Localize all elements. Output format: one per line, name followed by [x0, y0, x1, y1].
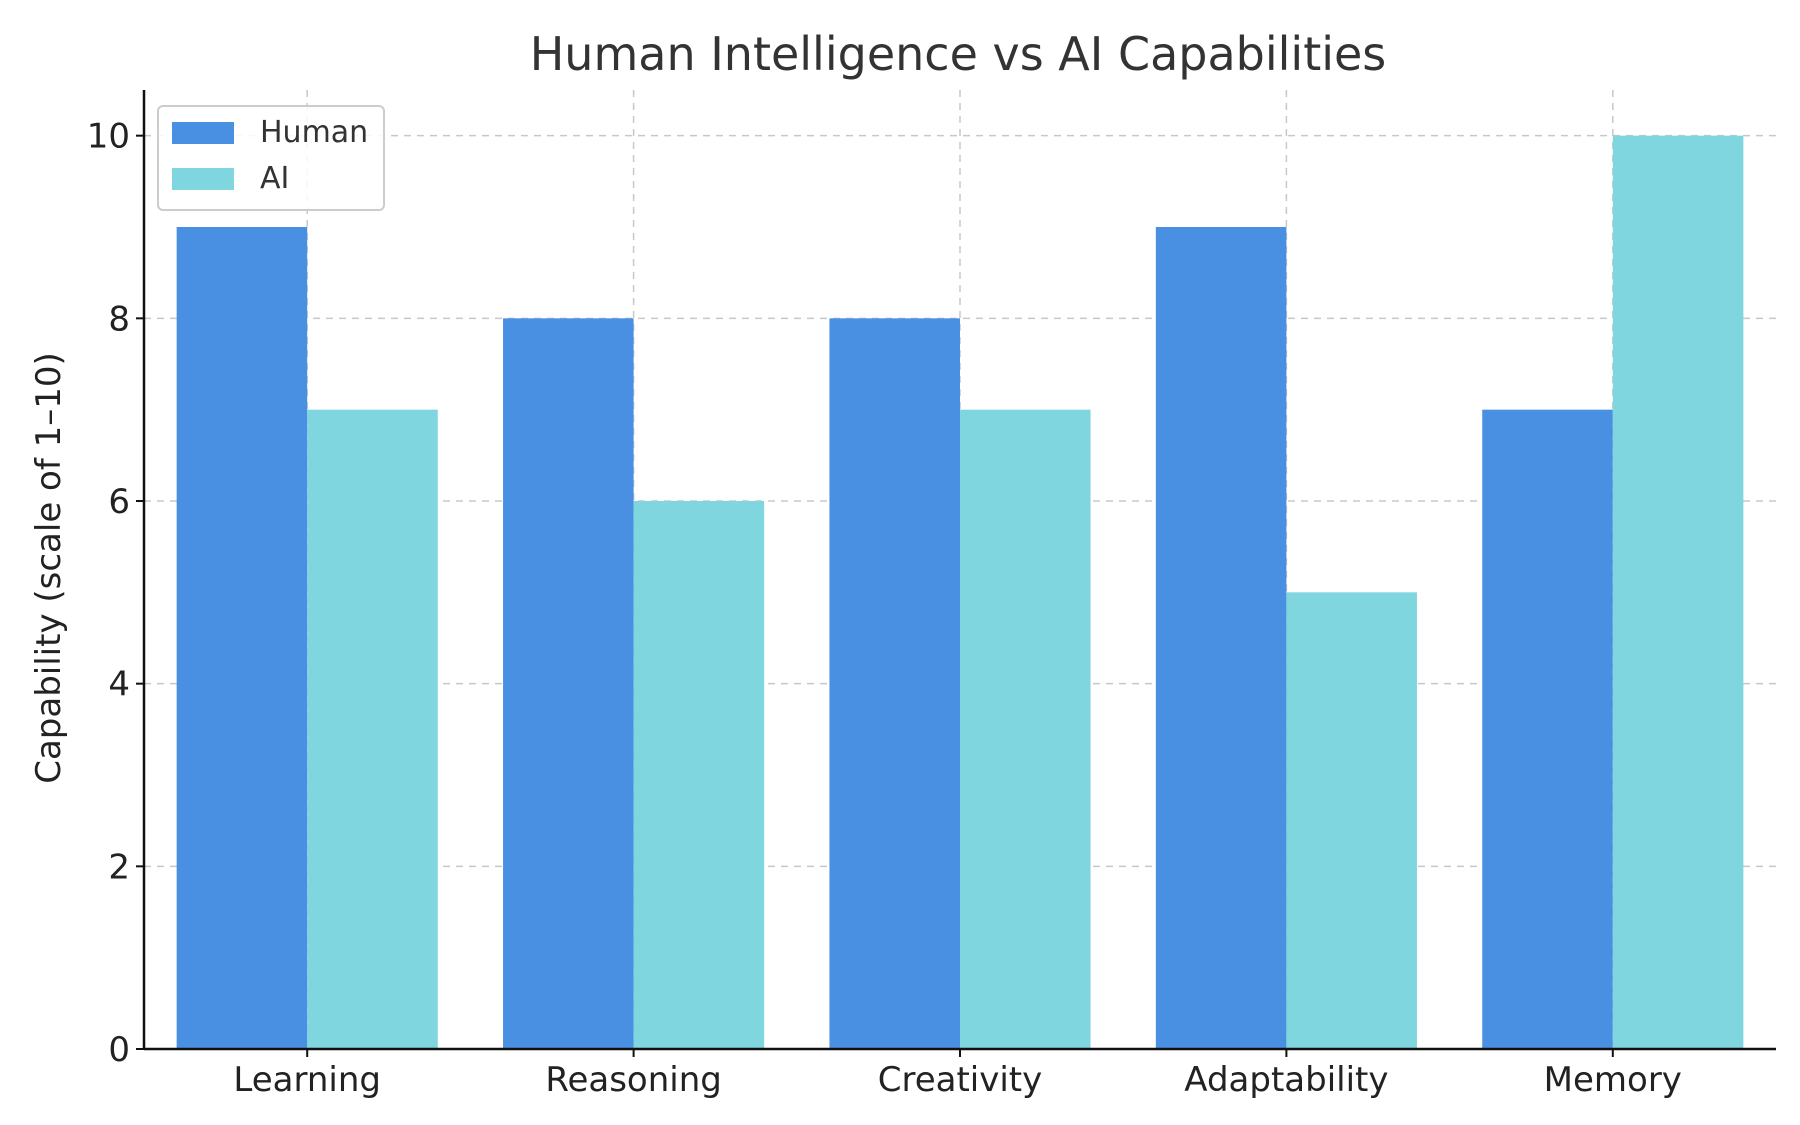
x-tick-label: Adaptability	[1184, 1060, 1388, 1100]
bar-human-creativity	[829, 318, 960, 1049]
y-axis-label: Capability (scale of 1–10)	[29, 352, 69, 784]
bar-ai-reasoning	[633, 501, 765, 1049]
bar-ai-learning	[307, 409, 438, 1050]
bar-ai-adaptability	[1286, 592, 1417, 1049]
x-tick-label: Memory	[1544, 1060, 1682, 1100]
legend: Human AI	[157, 105, 385, 211]
x-tick-label: Learning	[233, 1060, 381, 1100]
bar-ai-creativity	[960, 409, 1091, 1050]
y-tick-label: 4	[108, 665, 130, 705]
bar-human-reasoning	[503, 318, 634, 1049]
y-tick-label: 0	[108, 1030, 130, 1070]
legend-swatch-human	[172, 122, 234, 144]
x-tick-label: Reasoning	[545, 1060, 722, 1100]
x-tick-labels: Learning Reasoning Creativity Adaptability M…	[233, 1060, 1682, 1100]
y-tick-labels: 0 2 4 6 8 10	[87, 117, 130, 1070]
legend-label-ai: AI	[260, 161, 289, 196]
x-tick-label: Creativity	[878, 1060, 1043, 1100]
y-tick-label: 8	[108, 299, 130, 339]
legend-swatch-ai	[172, 168, 234, 190]
y-tick-label: 10	[87, 117, 130, 157]
bar-human-memory	[1482, 409, 1613, 1050]
bar-human-adaptability	[1155, 227, 1287, 1049]
legend-label-human: Human	[260, 115, 368, 150]
y-tick-label: 6	[108, 482, 130, 522]
bar-ai-memory	[1612, 135, 1744, 1049]
chart-title: Human Intelligence vs AI Capabilities	[530, 27, 1387, 81]
y-tick-label: 2	[108, 847, 130, 887]
bars	[176, 135, 1744, 1050]
bar-human-learning	[176, 227, 308, 1049]
axes	[136, 90, 1776, 1057]
